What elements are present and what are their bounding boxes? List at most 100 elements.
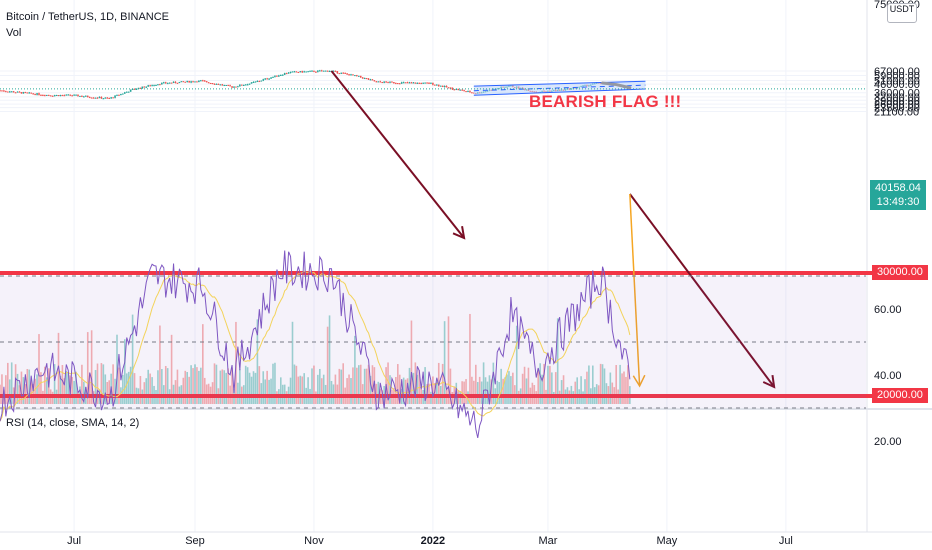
candle-body bbox=[361, 77, 364, 79]
volume-bar bbox=[510, 376, 512, 404]
volume-bar bbox=[500, 368, 502, 404]
candle-body bbox=[114, 95, 116, 98]
candle-body bbox=[311, 70, 313, 72]
volume-bar bbox=[406, 378, 409, 404]
candle-body bbox=[400, 82, 403, 84]
volume-bar bbox=[436, 381, 438, 404]
candle-body bbox=[14, 92, 17, 94]
candle-body bbox=[389, 81, 391, 83]
volume-bar bbox=[149, 373, 151, 404]
volume-bar bbox=[539, 363, 541, 404]
volume-bar bbox=[26, 369, 29, 404]
candle-body bbox=[225, 84, 227, 86]
candle-body bbox=[465, 91, 467, 93]
volume-bar bbox=[354, 335, 356, 404]
volume-bar bbox=[161, 369, 163, 404]
candle-body bbox=[85, 95, 87, 97]
volume-bar bbox=[16, 373, 19, 404]
volume-bar bbox=[219, 370, 222, 404]
volume-bar bbox=[424, 367, 426, 404]
volume-bar bbox=[480, 381, 483, 404]
volume-bar bbox=[192, 368, 194, 404]
candle-body bbox=[295, 71, 298, 73]
volume-bar bbox=[601, 364, 604, 404]
downtrend-arrow bbox=[330, 70, 466, 240]
candle-body bbox=[7, 91, 9, 93]
volume-bar bbox=[441, 363, 444, 404]
candle-body bbox=[227, 84, 229, 86]
volume-bar bbox=[295, 365, 298, 404]
candle-body bbox=[412, 82, 415, 84]
candle-body bbox=[385, 81, 387, 83]
candle-body bbox=[449, 87, 452, 89]
price-axis-tick: 29000.00 bbox=[874, 95, 920, 107]
volume-bar bbox=[465, 379, 467, 404]
volume-bar bbox=[202, 324, 204, 404]
volume-bar bbox=[627, 365, 629, 404]
candle-body bbox=[287, 72, 290, 74]
candle-body bbox=[395, 83, 397, 85]
time-axis-tick: Jul bbox=[779, 535, 793, 547]
candle-body bbox=[34, 93, 36, 95]
candle-body bbox=[408, 82, 411, 84]
volume-bar bbox=[223, 370, 226, 404]
volume-bar bbox=[560, 380, 563, 404]
candle-body bbox=[313, 70, 315, 72]
volume-bar bbox=[102, 364, 105, 404]
volume-bar bbox=[619, 364, 621, 404]
candle-body bbox=[10, 91, 13, 93]
volume-bar bbox=[404, 379, 407, 404]
candle-body bbox=[202, 80, 204, 82]
volume-bar bbox=[131, 314, 134, 404]
candle-body bbox=[51, 95, 54, 97]
candle-body bbox=[469, 91, 471, 93]
candle-body bbox=[44, 95, 46, 97]
candle-body bbox=[203, 80, 206, 82]
volume-bar bbox=[88, 375, 91, 404]
candle-body bbox=[30, 92, 32, 94]
candle-body bbox=[467, 91, 469, 93]
candle-body bbox=[320, 70, 323, 72]
candle-body bbox=[22, 92, 25, 94]
volume-bar bbox=[348, 374, 350, 404]
candle-body bbox=[246, 84, 249, 86]
candle-body bbox=[190, 81, 192, 83]
candle-body bbox=[32, 93, 34, 95]
volume-bar bbox=[586, 371, 588, 404]
candle-body bbox=[434, 84, 436, 86]
target-projection-arrow bbox=[629, 193, 776, 389]
target-vertical-arrow-head bbox=[632, 374, 646, 388]
volume-bar bbox=[61, 365, 64, 404]
candle-body bbox=[428, 82, 430, 84]
volume-bar bbox=[319, 368, 321, 404]
candle-body bbox=[211, 83, 214, 85]
candle-body bbox=[53, 95, 56, 97]
volume-bar bbox=[543, 363, 545, 404]
volume-bar bbox=[326, 326, 329, 404]
candle-body bbox=[424, 82, 426, 84]
price-axis-tick: 32000.00 bbox=[874, 92, 920, 104]
volume-bar bbox=[7, 362, 9, 404]
volume-bar bbox=[554, 372, 557, 404]
symbol-title[interactable]: Bitcoin / TetherUS, 1D, BINANCE bbox=[6, 11, 170, 23]
bar-countdown: 13:49:30 bbox=[876, 196, 920, 208]
candle-body bbox=[209, 82, 212, 84]
candle-body bbox=[260, 80, 263, 82]
volume-bar bbox=[525, 378, 528, 404]
volume-bar bbox=[397, 364, 399, 404]
volume-bar bbox=[623, 371, 625, 404]
volume-bar bbox=[340, 369, 343, 404]
volume-bar bbox=[609, 372, 612, 404]
candle-body bbox=[274, 75, 276, 77]
volume-bar bbox=[145, 378, 148, 404]
candle-body bbox=[369, 79, 372, 81]
volume-bar bbox=[588, 365, 590, 404]
candle-body bbox=[205, 81, 208, 83]
support-30000-tag: 30000.00 bbox=[872, 265, 928, 280]
volume-bar bbox=[303, 373, 305, 404]
candle-body bbox=[166, 83, 169, 85]
currency-badge[interactable]: USDT bbox=[887, 3, 917, 23]
candle-body bbox=[118, 94, 120, 96]
volume-bar bbox=[408, 367, 411, 404]
